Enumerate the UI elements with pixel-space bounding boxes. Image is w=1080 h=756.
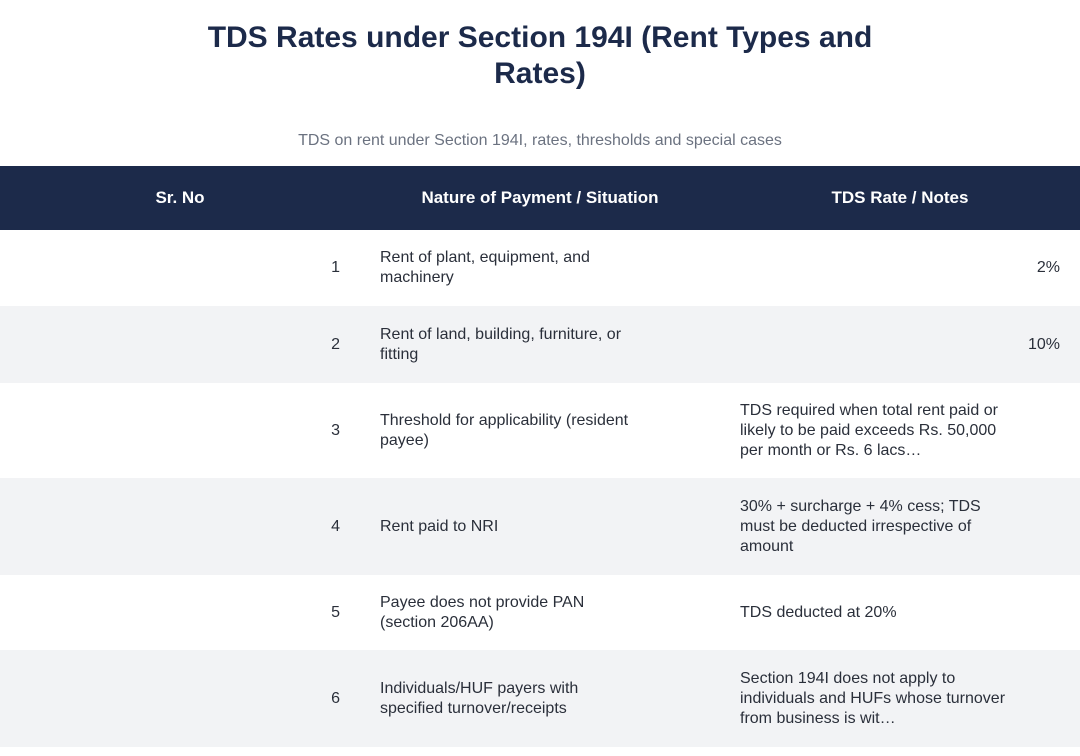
table-body: 1 Rent of plant, equipment, and machiner… — [0, 230, 1080, 747]
cell-sr-no: 1 — [331, 259, 340, 276]
rate-text: 30% + surcharge + 4% cess; TDS must be d… — [740, 497, 981, 555]
table-header: Sr. No Nature of Payment / Situation TDS… — [0, 166, 1080, 230]
cell-sr-no: 5 — [331, 603, 340, 621]
cell-rate: 10% — [1027, 335, 1060, 353]
table-row: 3 Threshold for applicability (resident … — [0, 383, 1080, 478]
cell-nature: Rent of land, building, furniture, or fi… — [360, 306, 720, 383]
cell-rate: 30% + surcharge + 4% cess; TDS must be d… — [720, 478, 1080, 575]
page-title: TDS Rates under Section 194I (Rent Types… — [207, 21, 873, 90]
cell-sr-no: 6 — [331, 689, 340, 707]
column-header-rate: TDS Rate / Notes — [831, 188, 969, 207]
nature-text: Rent of land, building, furniture, or fi… — [380, 325, 622, 363]
table-row: 5 Payee does not provide PAN (section 20… — [0, 575, 1080, 650]
cell-rate: TDS required when total rent paid or lik… — [720, 383, 1080, 478]
nature-text: Individuals/HUF payers with specified tu… — [380, 679, 579, 717]
nature-text: Threshold for applicability (resident pa… — [380, 411, 629, 449]
rate-text: Section 194I does not apply to individua… — [740, 669, 1006, 727]
table-row: 1 Rent of plant, equipment, and machiner… — [0, 230, 1080, 306]
nature-text: Payee does not provide PAN (section 206A… — [380, 593, 585, 631]
page-subtitle: TDS on rent under Section 194I, rates, t… — [298, 132, 782, 149]
table-row: 6 Individuals/HUF payers with specified … — [0, 650, 1080, 747]
column-header-sr-no: Sr. No — [155, 188, 205, 207]
table-header-row: Sr. No Nature of Payment / Situation TDS… — [0, 166, 1080, 230]
column-header-nature: Nature of Payment / Situation — [421, 188, 659, 207]
table-row: 2 Rent of land, building, furniture, or … — [0, 306, 1080, 383]
rate-text: TDS required when total rent paid or lik… — [740, 401, 998, 459]
tds-rates-table: Sr. No Nature of Payment / Situation TDS… — [0, 166, 1080, 747]
nature-text: Rent paid to NRI — [380, 517, 499, 535]
nature-text: Rent of plant, equipment, and machinery — [380, 249, 590, 286]
cell-nature: Individuals/HUF payers with specified tu… — [360, 650, 720, 747]
rate-text: TDS deducted at 20% — [740, 603, 897, 621]
cell-nature: Threshold for applicability (resident pa… — [360, 383, 720, 478]
cell-sr-no: 3 — [331, 421, 340, 439]
cell-rate: Section 194I does not apply to individua… — [720, 650, 1080, 747]
cell-sr-no: 2 — [331, 335, 340, 353]
cell-nature: Payee does not provide PAN (section 206A… — [360, 575, 720, 650]
cell-nature: Rent paid to NRI — [360, 478, 720, 575]
cell-rate: TDS deducted at 20% — [720, 575, 1080, 650]
table-row: 4 Rent paid to NRI 30% + surcharge + 4% … — [0, 478, 1080, 575]
cell-sr-no: 4 — [331, 517, 340, 535]
cell-rate: 2% — [1036, 259, 1060, 276]
cell-nature: Rent of plant, equipment, and machinery — [360, 230, 720, 306]
